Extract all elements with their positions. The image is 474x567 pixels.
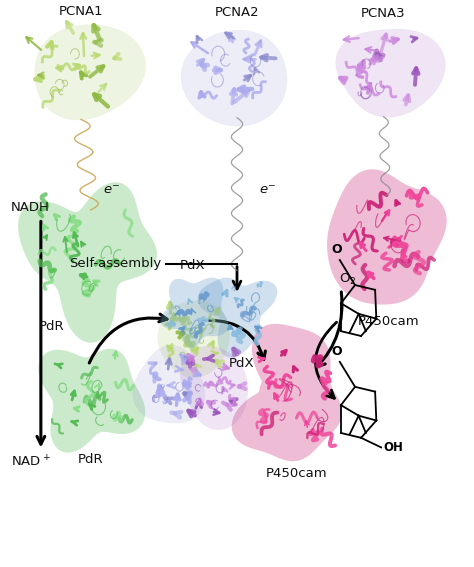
Polygon shape	[327, 170, 447, 304]
Polygon shape	[18, 182, 157, 343]
Text: O: O	[331, 345, 342, 358]
Text: PCNA2: PCNA2	[215, 6, 259, 19]
Text: PdR: PdR	[38, 320, 64, 333]
Text: PCNA3: PCNA3	[361, 7, 406, 20]
Text: NADH: NADH	[11, 201, 50, 214]
Text: e$^{-}$: e$^{-}$	[103, 184, 120, 197]
Text: PdR: PdR	[78, 453, 103, 466]
Text: PdX: PdX	[229, 357, 255, 370]
Polygon shape	[336, 29, 445, 117]
Text: Self-assembly: Self-assembly	[69, 257, 161, 270]
Text: OH: OH	[383, 441, 403, 454]
Text: P450cam: P450cam	[265, 467, 327, 480]
Polygon shape	[180, 346, 248, 430]
Text: PdX: PdX	[179, 259, 205, 272]
Polygon shape	[35, 25, 146, 120]
Polygon shape	[160, 278, 228, 348]
Text: P450cam: P450cam	[357, 315, 419, 328]
Text: NAD$^+$: NAD$^+$	[11, 454, 51, 469]
Text: e$^{-}$: e$^{-}$	[259, 184, 276, 197]
Text: PCNA1: PCNA1	[59, 5, 103, 18]
Polygon shape	[198, 278, 277, 358]
Polygon shape	[38, 349, 145, 452]
Text: O$_2$: O$_2$	[339, 272, 357, 286]
Polygon shape	[133, 345, 205, 423]
Polygon shape	[181, 30, 287, 126]
Text: O: O	[331, 243, 342, 256]
Polygon shape	[232, 324, 342, 462]
Polygon shape	[158, 301, 229, 378]
